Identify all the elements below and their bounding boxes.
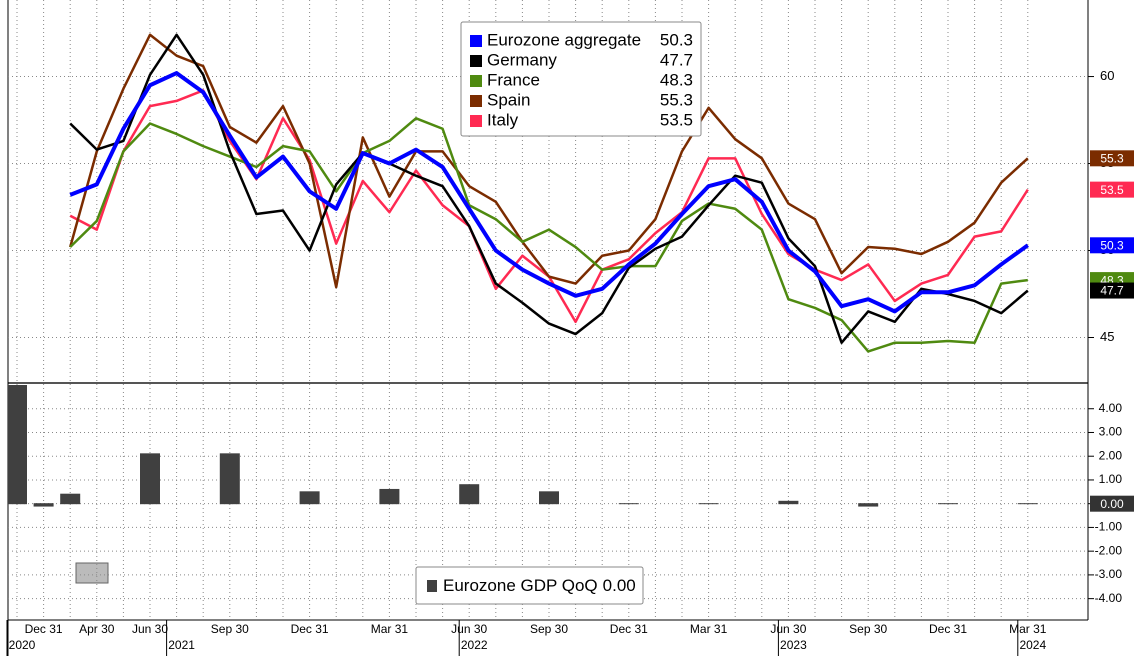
y-tick-label: 2.00	[1099, 448, 1123, 462]
x-year-label: 2022	[461, 638, 488, 652]
bar	[858, 503, 879, 507]
value-tag-label: 55.3	[1100, 151, 1124, 165]
x-year-label: 2021	[168, 638, 195, 652]
legend-swatch	[470, 115, 482, 127]
value-tag	[1090, 282, 1134, 299]
bar	[8, 385, 27, 505]
value-tag-label: 53.5	[1100, 183, 1124, 197]
y-tick-label: -1.00	[1095, 520, 1123, 534]
legend-box	[415, 566, 644, 605]
bar	[459, 484, 480, 505]
series-line	[68, 33, 1029, 289]
value-tag	[1090, 181, 1134, 198]
bar	[778, 500, 799, 505]
x-tick-label: Apr 30	[79, 622, 115, 636]
series-line	[69, 71, 1029, 314]
legend-label: Eurozone GDP QoQ 0.00	[443, 576, 636, 595]
legend-swatch	[470, 35, 482, 47]
legend-name: Eurozone GDP QoQ	[443, 576, 598, 595]
bar	[219, 453, 240, 505]
value-tag-label: 47.7	[1100, 284, 1124, 298]
x-tick-label: Sep 30	[211, 622, 249, 636]
series-line	[69, 33, 1029, 344]
x-year-label: 2024	[1019, 638, 1046, 652]
x-year-label: 2023	[780, 638, 807, 652]
x-tick-label: Dec 31	[610, 622, 648, 636]
x-tick-label: Mar 31	[1009, 622, 1047, 636]
x-tick-label: Mar 31	[371, 622, 409, 636]
value-tag	[1090, 150, 1134, 167]
bar	[140, 453, 160, 505]
bar	[60, 493, 81, 505]
bar	[698, 503, 719, 505]
legend-value: 0.00	[603, 576, 636, 595]
bar	[299, 491, 320, 505]
legend-label: Spain	[487, 90, 530, 109]
y-tick-label: 4.00	[1099, 401, 1123, 415]
bars	[8, 385, 1038, 507]
x-tick-label: Mar 31	[690, 622, 728, 636]
legend-swatch	[470, 95, 482, 107]
y-tick-label: 3.00	[1099, 425, 1123, 439]
y-tick-label: -2.00	[1095, 543, 1123, 557]
x-tick-label: Dec 31	[929, 622, 967, 636]
bar	[33, 503, 54, 507]
value-tag	[1090, 237, 1134, 254]
legend-value: 53.5	[660, 110, 693, 129]
legend-label: Eurozone aggregate	[487, 30, 641, 49]
y-tick-label: 1.00	[1099, 472, 1123, 486]
legend-value: 55.3	[660, 90, 693, 109]
lines	[68, 33, 1029, 353]
x-tick-label: Sep 30	[530, 622, 568, 636]
y-tick-label: -4.00	[1095, 591, 1123, 605]
value-tag-label: 0.00	[1100, 497, 1124, 511]
bar	[539, 491, 559, 505]
y-tick-label: 60	[1100, 68, 1114, 83]
legend-label: Italy	[487, 110, 519, 129]
bar	[618, 503, 639, 505]
x-tick-label: Dec 31	[25, 622, 63, 636]
chart-icon[interactable]	[75, 562, 109, 584]
bar	[379, 488, 400, 505]
legend-swatch	[470, 55, 482, 67]
legend-label: Germany	[487, 50, 557, 69]
x-year-label: 2020	[9, 638, 36, 652]
x-tick-label: Dec 31	[291, 622, 329, 636]
legend-label: France	[487, 70, 540, 89]
value-tag-label: 50.3	[1100, 238, 1124, 252]
legend-swatch	[470, 75, 482, 87]
x-tick-label: Jun 30	[451, 622, 487, 636]
legend-value: 50.3	[660, 30, 693, 49]
bar	[1017, 503, 1038, 505]
legend-value: 47.7	[660, 50, 693, 69]
y-tick-label: 45	[1100, 329, 1114, 344]
x-tick-label: Sep 30	[849, 622, 887, 636]
legend-swatch	[427, 580, 437, 592]
x-tick-label: Jun 30	[132, 622, 168, 636]
value-tag	[1090, 495, 1134, 512]
bar	[938, 503, 958, 505]
y-tick-label: -3.00	[1095, 567, 1123, 581]
series-line	[69, 117, 1028, 353]
x-tick-label: Jun 30	[770, 622, 806, 636]
legend-value: 48.3	[660, 70, 693, 89]
legend-box	[460, 21, 702, 137]
